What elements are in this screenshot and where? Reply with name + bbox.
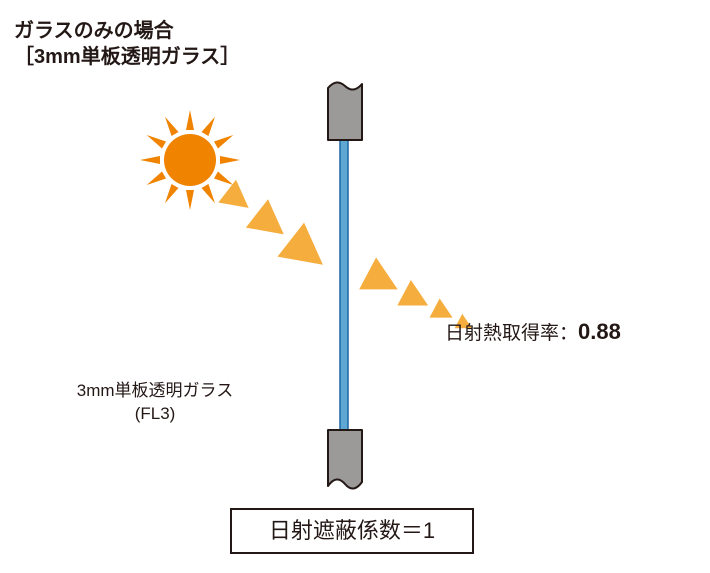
coefficient-box: 日射遮蔽係数＝1	[230, 508, 474, 554]
coefficient-text: 日射遮蔽係数＝1	[269, 518, 435, 543]
glass-label: 3mm単板透明ガラス (FL3)	[45, 380, 265, 426]
glass-label-line2: (FL3)	[45, 403, 265, 426]
glass-label-line1: 3mm単板透明ガラス	[45, 380, 265, 403]
heat-gain-value: 0.88	[578, 319, 621, 344]
diagram-svg	[0, 0, 710, 573]
heat-gain-text: 日射熱取得率：	[445, 323, 578, 344]
heat-gain-label: 日射熱取得率：0.88	[445, 318, 621, 345]
